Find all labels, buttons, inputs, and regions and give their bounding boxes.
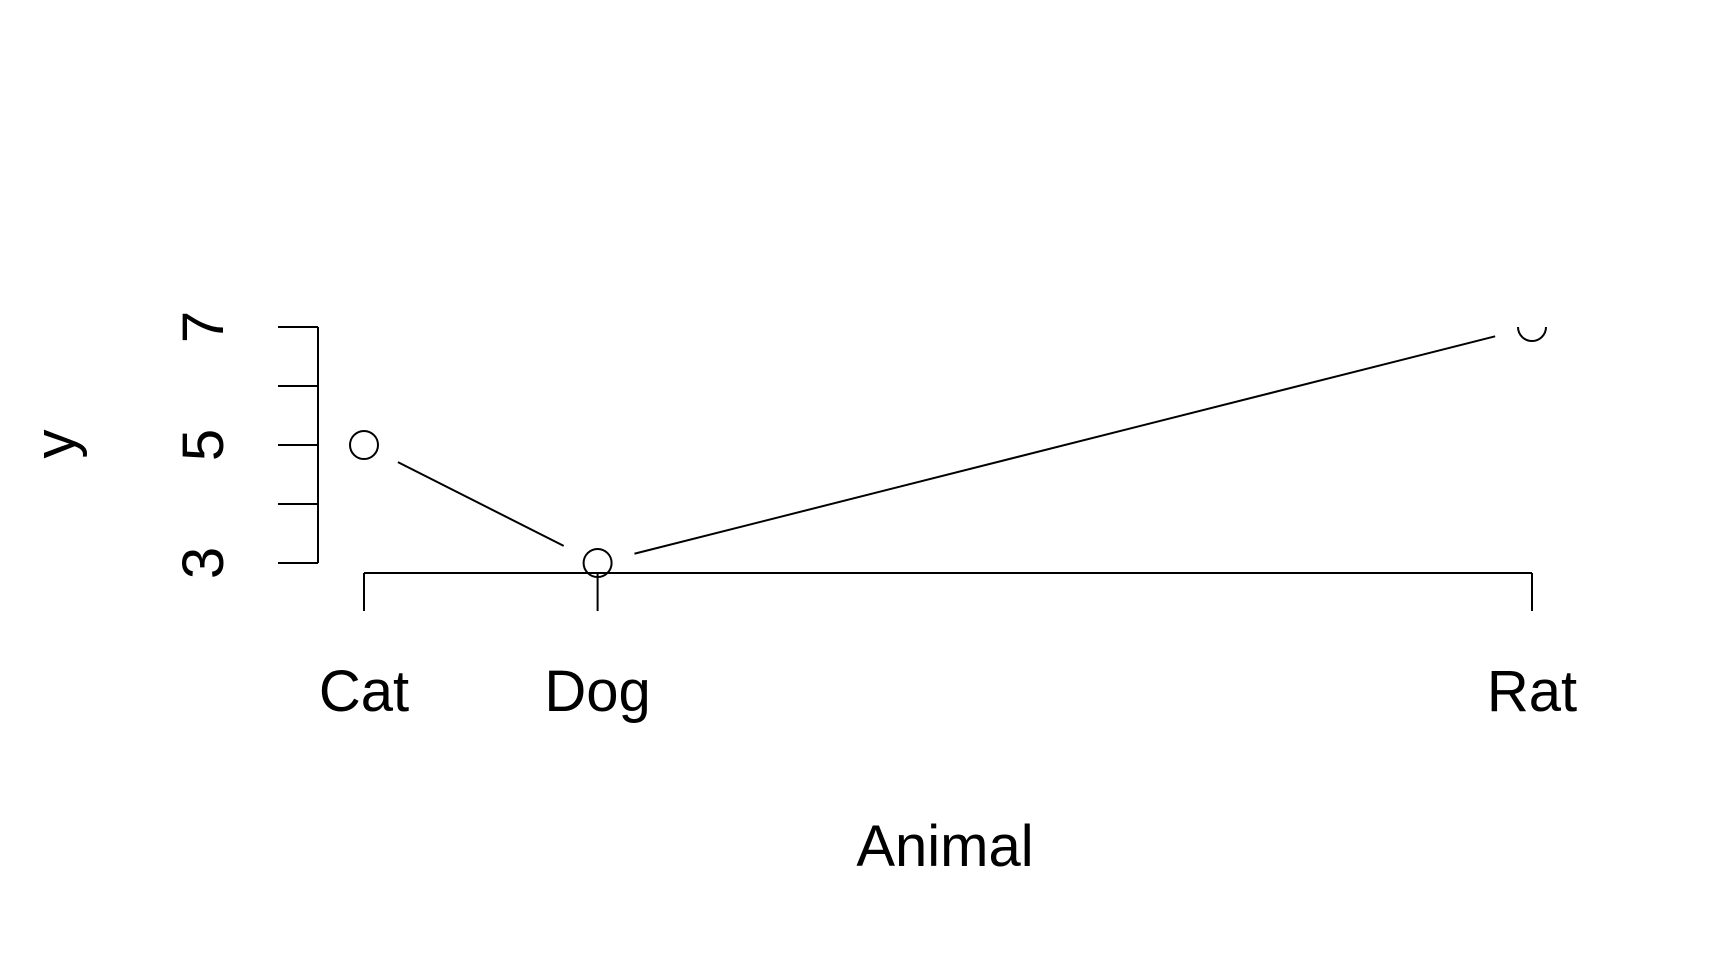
series-line-segment [397,461,565,547]
y-axis-label: y [23,430,88,459]
y-tick-label: 5 [171,429,236,461]
x-tick-label: Cat [319,659,409,724]
x-tick-label: Dog [544,659,650,724]
y-axis: 3 5 7 [171,311,319,579]
y-tick-label: 3 [171,547,236,579]
y-tick-label: 7 [171,311,236,343]
x-tick-label: Rat [1487,659,1577,724]
x-axis-label: Animal [856,814,1033,879]
clip-cover [1514,309,1550,327]
x-axis: Cat Dog Rat [319,572,1577,724]
data-point [582,548,613,578]
data-point [349,430,379,460]
series [349,309,1550,578]
series-line-segment [634,335,1496,555]
